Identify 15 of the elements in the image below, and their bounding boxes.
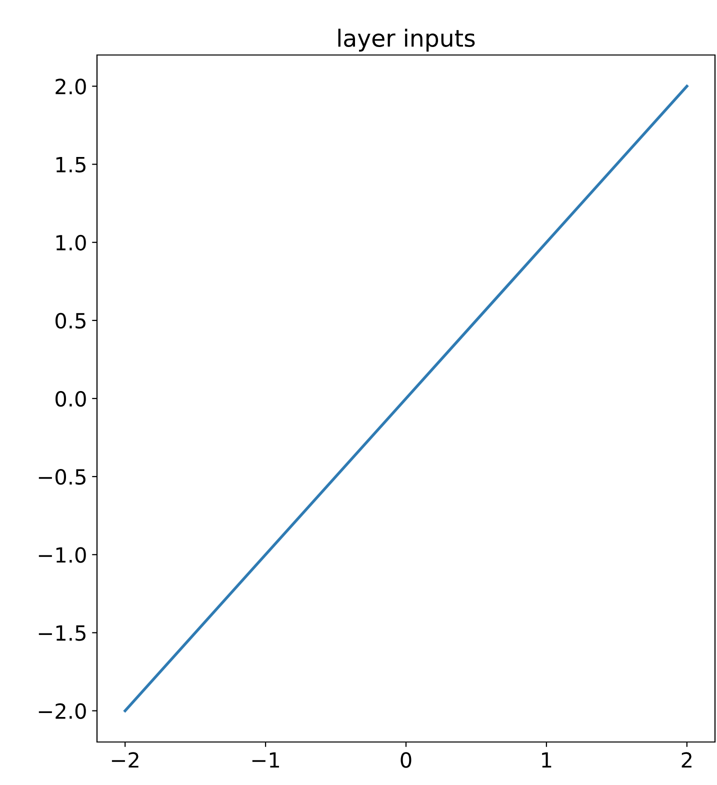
x-tick-label: 2 xyxy=(682,752,692,768)
y-tick-label: 0.5 xyxy=(56,312,86,329)
x-tick-label: 1 xyxy=(542,752,552,768)
y-tick-label: −2.0 xyxy=(38,703,86,719)
y-tick-label: −0.5 xyxy=(38,469,86,485)
x-tick-label: 0 xyxy=(400,752,412,768)
y-tick-label: 0.0 xyxy=(56,390,86,407)
x-tick-label: −1 xyxy=(252,752,279,768)
x-tick-label: −2 xyxy=(112,752,138,768)
y-tick-label: −1.5 xyxy=(38,625,86,641)
y-tick-label: 1.0 xyxy=(56,234,86,251)
y-tick-label: −1.0 xyxy=(38,547,86,563)
y-tick-label: 2.0 xyxy=(56,78,86,94)
chart-title: layer inputs xyxy=(338,28,475,52)
y-tick-label: 1.5 xyxy=(56,157,86,173)
